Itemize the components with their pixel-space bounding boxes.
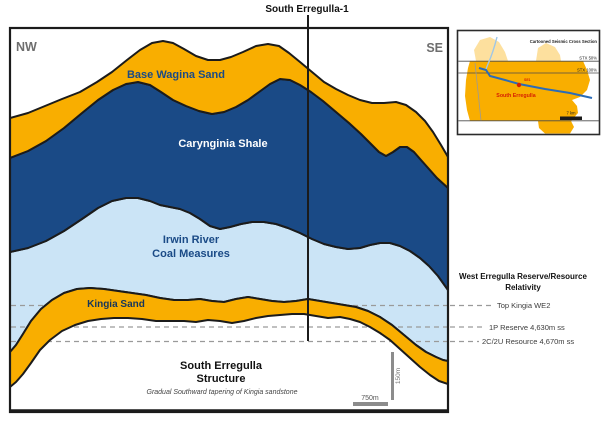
inset-caption: Cartooned Seismic Cross Section xyxy=(530,39,598,44)
inset-field-label: South Erregulla xyxy=(496,93,535,99)
inset-boundary-lower-label: STX 100% xyxy=(577,68,597,73)
well-title: South Erregulla-1 xyxy=(265,4,349,15)
inset-field-pale-patch-left xyxy=(474,37,508,61)
horizontal-scale-bar xyxy=(353,402,388,406)
structure-label-line2: Structure xyxy=(197,373,246,385)
inset-west-boundary-line xyxy=(474,62,482,121)
compass-se-label: SE xyxy=(426,41,443,55)
inset-boundary-upper-label: STX 50% xyxy=(579,56,597,61)
compass-nw-label: NW xyxy=(16,40,37,54)
inset-field-polygon xyxy=(465,61,590,121)
vertical-scale-bar xyxy=(391,352,394,400)
inset-river-line xyxy=(485,36,498,70)
inset-field-pale-patch-right xyxy=(536,43,561,61)
inset-map-contents: SE1 South Erregulla Cartooned Seismic Cr… xyxy=(458,36,600,134)
resource-2c2u-label: 2C/2U Resource 4,670m ss xyxy=(482,337,574,346)
inset-well-marker-icon xyxy=(516,82,522,88)
inset-map: SE1 South Erregulla Cartooned Seismic Cr… xyxy=(456,29,601,136)
horizontal-scale-label: 750m xyxy=(361,395,379,402)
strata-group xyxy=(10,40,448,388)
carynginia-shale-label: Carynginia Shale xyxy=(178,138,267,150)
structure-label-line1: South Erregulla xyxy=(180,360,263,372)
tapering-caption: Gradual Southward tapering of Kingia san… xyxy=(147,389,298,396)
reserve-1p-label: 1P Reserve 4,630m ss xyxy=(489,323,565,332)
vertical-scale-label: 150m xyxy=(395,368,402,384)
top-kingia-label: Top Kingia WE2 xyxy=(497,301,550,310)
irwin-river-label-line1: Irwin River xyxy=(163,234,220,246)
inset-field-polygon-south xyxy=(538,121,574,134)
relativity-heading-line2: Relativity xyxy=(505,283,541,292)
inset-well-label: SE1 xyxy=(524,78,531,82)
irwin-river-label-line2: Coal Measures xyxy=(152,248,230,260)
kingia-sand-layer xyxy=(10,287,448,388)
inset-seismic-line xyxy=(478,67,593,99)
inset-scale-bar xyxy=(560,116,582,120)
relativity-heading-line1: West Erregulla Reserve/Resource xyxy=(459,272,587,281)
base-wagina-sand-layer xyxy=(10,40,448,189)
base-wagina-sand-label: Base Wagina Sand xyxy=(127,69,225,81)
kingia-sand-label: Kingia Sand xyxy=(87,299,145,310)
inset-scale-label: 7 km xyxy=(566,111,576,116)
